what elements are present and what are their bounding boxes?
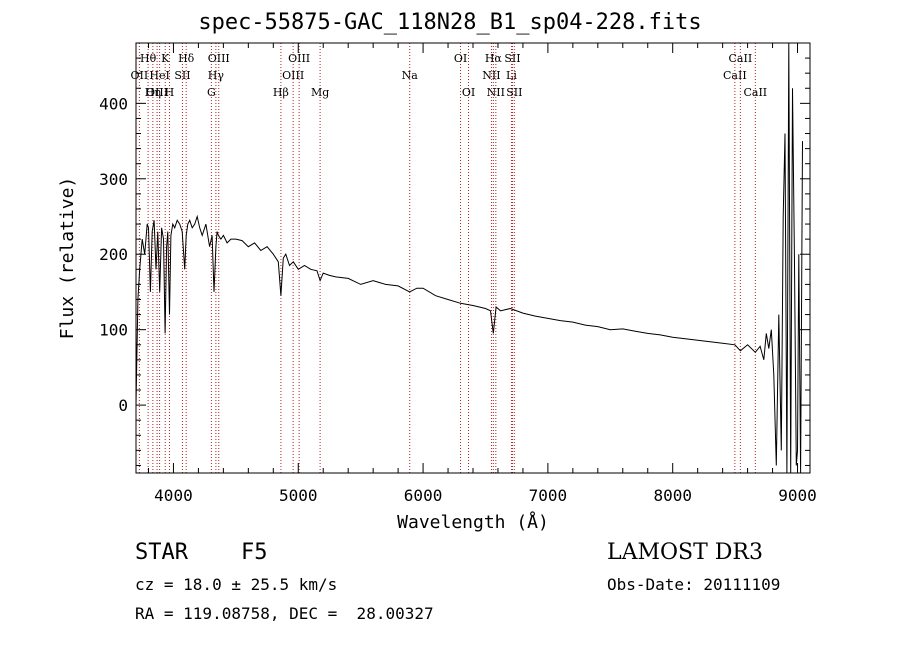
line-label: Na [402,69,419,82]
line-label: CaII [723,69,747,82]
plot-frame [135,42,811,474]
line-label: Hγ [208,69,225,82]
line-label: CaII [729,52,753,65]
line-label: CaII [743,86,767,99]
line-label: NII [487,86,505,99]
line-label: OIII [282,69,304,82]
x-axis-label: Wavelength (Å) [397,511,549,533]
line-label: Hβ [273,86,289,99]
obs-date-label: Obs-Date: 20111109 [607,575,781,594]
x-tick-label: 4000 [154,486,193,505]
line-label: Li [506,69,517,82]
line-label: Hδ [178,52,195,65]
x-tick-label: 8000 [653,486,692,505]
line-label: H [165,86,175,99]
line-label: OIII [288,52,310,65]
line-label: OIII [146,86,168,99]
redshift-label: cz = 18.0 ± 25.5 km/s [135,575,338,594]
y-tick-label: 300 [99,170,128,189]
y-tick-label: 0 [118,396,128,415]
spectrum-line [135,42,803,474]
x-tick-label: 5000 [279,486,318,505]
y-tick-label: 400 [99,94,128,113]
object-class-label: STAR F5 [135,540,268,565]
line-label: SII [506,86,522,99]
line-label: OII [131,69,149,82]
line-label: OIII [208,52,230,65]
chart-title: spec-55875-GAC_118N28_B1_sp04-228.fits [198,10,702,35]
y-tick-label: 200 [99,245,128,264]
line-label: OI [462,86,475,99]
x-tick-label: 6000 [404,486,443,505]
x-tick-label: 7000 [529,486,568,505]
x-tick-label: 9000 [778,486,817,505]
line-label: Hη [145,86,161,99]
line-label: HeI [149,69,169,82]
coordinates-label: RA = 119.08758, DEC = 28.00327 [135,604,434,623]
line-label: SII [504,52,520,65]
line-label: G [207,86,216,99]
line-label: OI [454,52,467,65]
y-axis-label: Flux (relative) [57,177,78,340]
line-label: Hα [485,52,503,65]
line-label: K [161,52,170,65]
y-tick-label: 100 [99,321,128,340]
survey-label: LAMOST DR3 [607,540,763,565]
line-label: NII [482,69,500,82]
line-label: SII [174,69,190,82]
line-label: Mg [311,86,329,99]
line-label: Hθ [140,52,157,65]
